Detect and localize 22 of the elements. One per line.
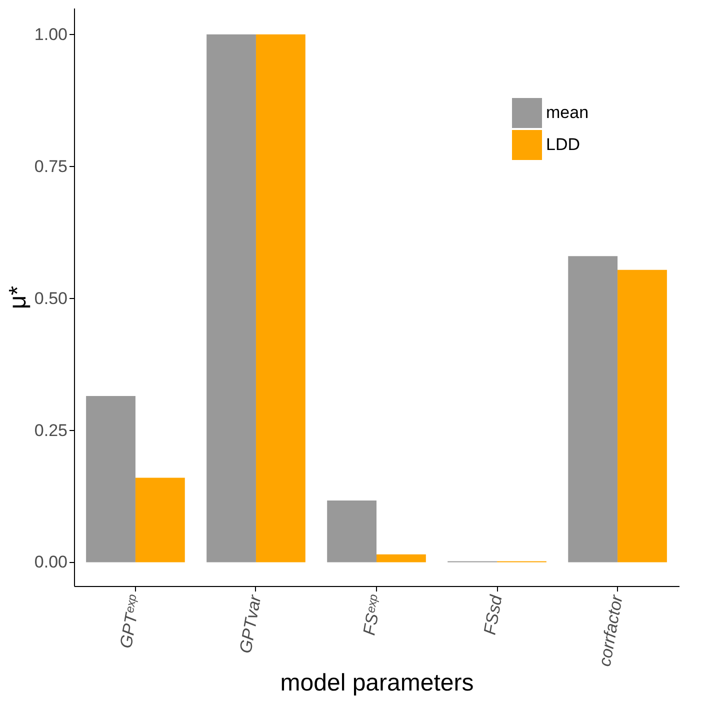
y-tick-label: 0.75: [34, 156, 68, 176]
y-tick-label: 0.00: [34, 552, 68, 572]
y-tick-label: 1.00: [34, 24, 68, 44]
y-tick-label: 0.25: [34, 420, 68, 440]
x-tick-label: FSsd: [480, 593, 506, 636]
bar: [86, 396, 136, 562]
bar: [568, 256, 618, 562]
bar: [135, 478, 185, 562]
x-tick-label: GPTᵉˣᵖ: [116, 593, 144, 650]
legend-label: mean: [546, 103, 589, 122]
bar: [206, 34, 256, 562]
legend-label: LDD: [546, 135, 580, 154]
bar: [618, 270, 667, 562]
x-axis-title: model parameters: [280, 670, 474, 697]
x-tick-label: GPTvar: [236, 592, 266, 655]
bar: [327, 500, 376, 562]
bar: [376, 554, 426, 562]
y-tick-label: 0.50: [34, 288, 68, 308]
x-tick-label: corrfactor: [595, 592, 627, 668]
y-axis-title: μ*: [4, 286, 32, 310]
bar: [256, 34, 306, 562]
x-tick-label: FSᵉˣᵖ: [360, 593, 386, 637]
